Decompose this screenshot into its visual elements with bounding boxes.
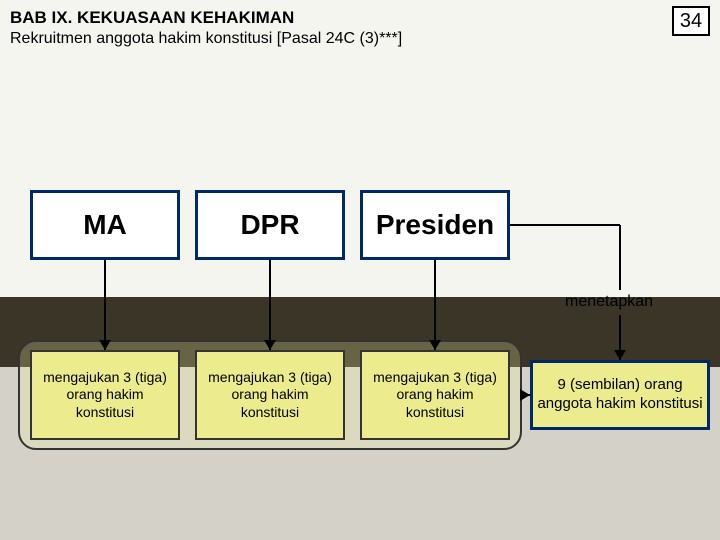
establish-label: menetapkan [565, 293, 653, 311]
page-number: 34 [680, 10, 702, 33]
source-label: Presiden [376, 209, 494, 241]
source-label: MA [83, 209, 127, 241]
chapter-title: BAB IX. KEKUASAAN KEHAKIMAN [10, 8, 710, 28]
source-box-ma: MA [30, 190, 180, 260]
chapter-subtitle: Rekruitmen anggota hakim konstitusi [Pas… [10, 30, 710, 48]
source-box-dpr: DPR [195, 190, 345, 260]
result-text: 9 (sembilan) orang anggota hakim konstit… [537, 376, 703, 414]
proposal-box: mengajukan 3 (tiga) orang hakim konstitu… [195, 350, 345, 440]
source-label: DPR [240, 209, 299, 241]
establish-text: menetapkan [565, 293, 653, 310]
page-number-box: 34 [672, 6, 710, 36]
slide-root: BAB IX. KEKUASAAN KEHAKIMAN Rekruitmen a… [0, 0, 720, 540]
header: BAB IX. KEKUASAAN KEHAKIMAN Rekruitmen a… [10, 8, 710, 48]
connectors-svg [0, 0, 720, 540]
proposal-text: mengajukan 3 (tiga) orang hakim konstitu… [201, 369, 339, 422]
source-box-presiden: Presiden [360, 190, 510, 260]
proposal-box: mengajukan 3 (tiga) orang hakim konstitu… [30, 350, 180, 440]
proposal-text: mengajukan 3 (tiga) orang hakim konstitu… [36, 369, 174, 422]
result-box: 9 (sembilan) orang anggota hakim konstit… [530, 360, 710, 430]
proposal-box: mengajukan 3 (tiga) orang hakim konstitu… [360, 350, 510, 440]
proposal-text: mengajukan 3 (tiga) orang hakim konstitu… [366, 369, 504, 422]
